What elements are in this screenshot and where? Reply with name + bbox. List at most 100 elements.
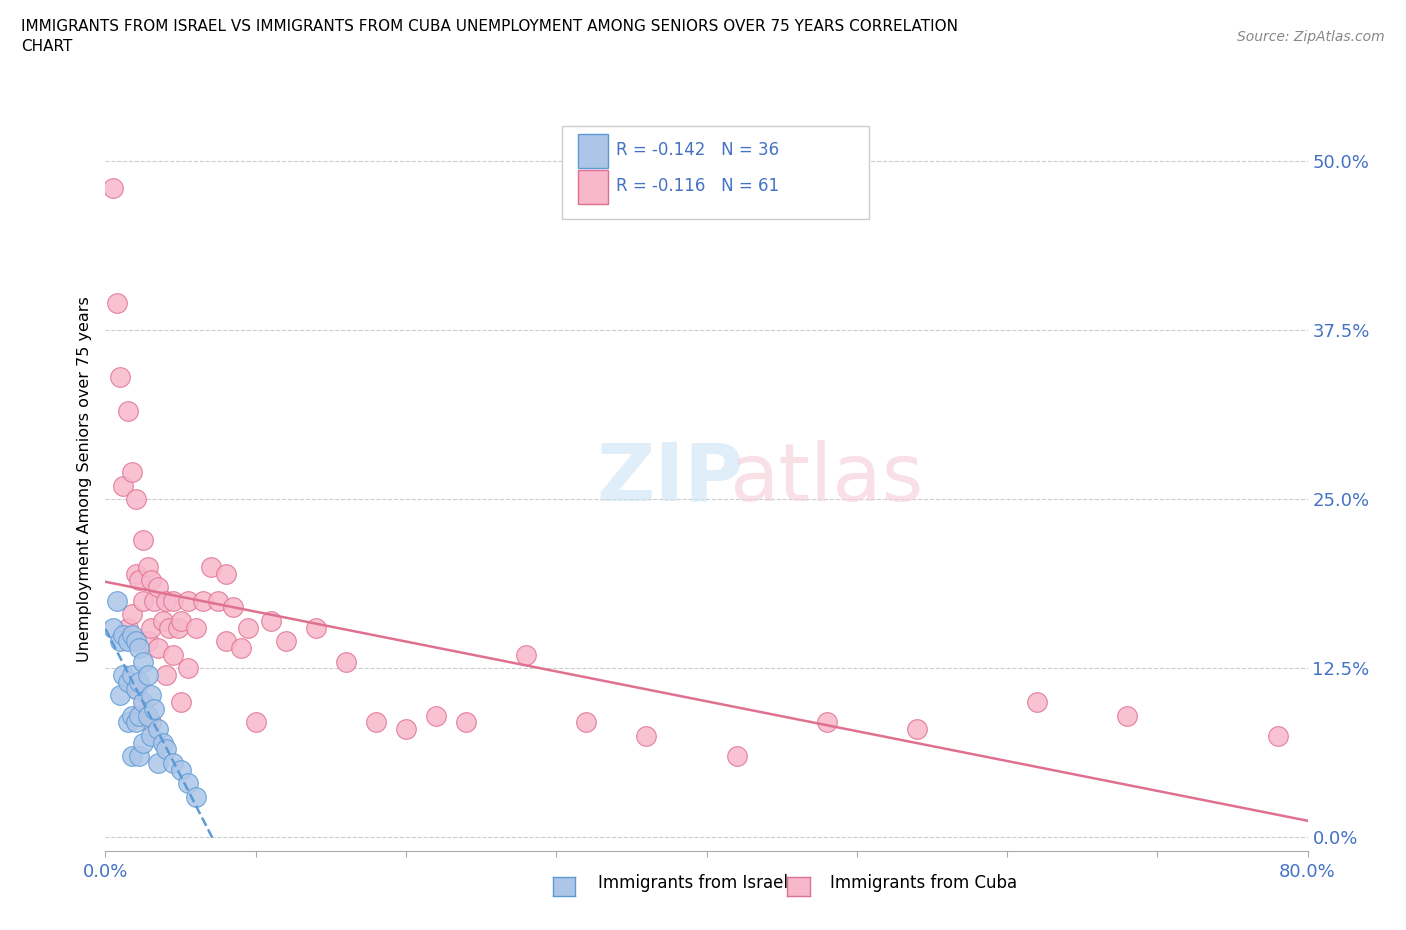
FancyBboxPatch shape — [578, 135, 607, 168]
Point — [128, 674, 150, 689]
Point — [110, 370, 132, 385]
Point — [191, 593, 214, 608]
Point — [121, 709, 143, 724]
Point — [425, 709, 447, 724]
Point — [454, 715, 477, 730]
Point — [162, 593, 184, 608]
Point — [124, 681, 146, 696]
Point — [395, 722, 418, 737]
Point — [112, 627, 135, 642]
Text: atlas: atlas — [730, 440, 924, 518]
Text: 80.0%: 80.0% — [1279, 863, 1336, 882]
Text: CHART: CHART — [21, 39, 73, 54]
Point — [274, 634, 297, 649]
Point — [725, 749, 748, 764]
Point — [1026, 695, 1049, 710]
Point — [128, 573, 150, 588]
Point — [139, 620, 162, 635]
Point — [121, 749, 143, 764]
Point — [124, 681, 146, 696]
Point — [152, 736, 174, 751]
Point — [260, 614, 283, 629]
Point — [155, 593, 177, 608]
Point — [146, 722, 169, 737]
Point — [117, 404, 139, 418]
Point — [364, 715, 387, 730]
Point — [117, 634, 139, 649]
Point — [152, 614, 174, 629]
Point — [575, 715, 598, 730]
Point — [121, 606, 143, 621]
FancyBboxPatch shape — [562, 126, 869, 219]
Point — [117, 715, 139, 730]
Point — [139, 688, 162, 703]
Point — [124, 634, 146, 649]
Point — [200, 560, 222, 575]
Point — [132, 701, 155, 716]
Point — [136, 560, 159, 575]
Point — [132, 654, 155, 669]
Point — [1116, 709, 1139, 724]
Point — [132, 593, 155, 608]
Point — [305, 620, 328, 635]
Point — [132, 532, 155, 547]
Point — [121, 627, 143, 642]
Point — [214, 634, 236, 649]
Point — [815, 715, 838, 730]
Point — [146, 641, 169, 656]
Point — [124, 715, 146, 730]
Point — [229, 641, 252, 656]
Point — [162, 755, 184, 770]
Text: Source: ZipAtlas.com: Source: ZipAtlas.com — [1237, 30, 1385, 44]
Point — [214, 566, 236, 581]
Point — [128, 709, 150, 724]
Point — [101, 620, 124, 635]
Point — [177, 593, 200, 608]
Point — [107, 296, 129, 311]
Point — [177, 776, 200, 790]
Point — [515, 647, 537, 662]
Point — [146, 579, 169, 594]
Point — [124, 492, 146, 507]
Point — [245, 715, 267, 730]
Point — [124, 566, 146, 581]
Y-axis label: Unemployment Among Seniors over 75 years: Unemployment Among Seniors over 75 years — [77, 296, 93, 662]
Point — [136, 709, 159, 724]
Point — [238, 620, 260, 635]
Point — [136, 668, 159, 683]
Point — [142, 593, 165, 608]
Point — [207, 593, 229, 608]
FancyBboxPatch shape — [578, 170, 607, 204]
Point — [110, 634, 132, 649]
Point — [112, 478, 135, 493]
Text: ZIP: ZIP — [596, 440, 744, 518]
Text: Immigrants from Israel: Immigrants from Israel — [598, 874, 787, 892]
Point — [184, 790, 207, 804]
Point — [155, 668, 177, 683]
Text: Immigrants from Cuba: Immigrants from Cuba — [830, 874, 1017, 892]
Point — [132, 695, 155, 710]
Point — [101, 180, 124, 195]
Point — [169, 695, 191, 710]
Point — [166, 620, 188, 635]
Point — [157, 620, 180, 635]
Point — [139, 715, 162, 730]
Point — [184, 620, 207, 635]
Point — [177, 661, 200, 676]
Point — [117, 620, 139, 635]
Text: R = -0.116   N = 61: R = -0.116 N = 61 — [616, 177, 779, 194]
Point — [121, 668, 143, 683]
Point — [128, 749, 150, 764]
Text: IMMIGRANTS FROM ISRAEL VS IMMIGRANTS FROM CUBA UNEMPLOYMENT AMONG SENIORS OVER 7: IMMIGRANTS FROM ISRAEL VS IMMIGRANTS FRO… — [21, 19, 957, 33]
Point — [636, 728, 658, 743]
Point — [128, 641, 150, 656]
Point — [162, 647, 184, 662]
Point — [169, 763, 191, 777]
Point — [146, 755, 169, 770]
Point — [222, 600, 245, 615]
Point — [132, 736, 155, 751]
Point — [107, 593, 129, 608]
Point — [121, 465, 143, 480]
Point — [335, 654, 357, 669]
Point — [139, 728, 162, 743]
